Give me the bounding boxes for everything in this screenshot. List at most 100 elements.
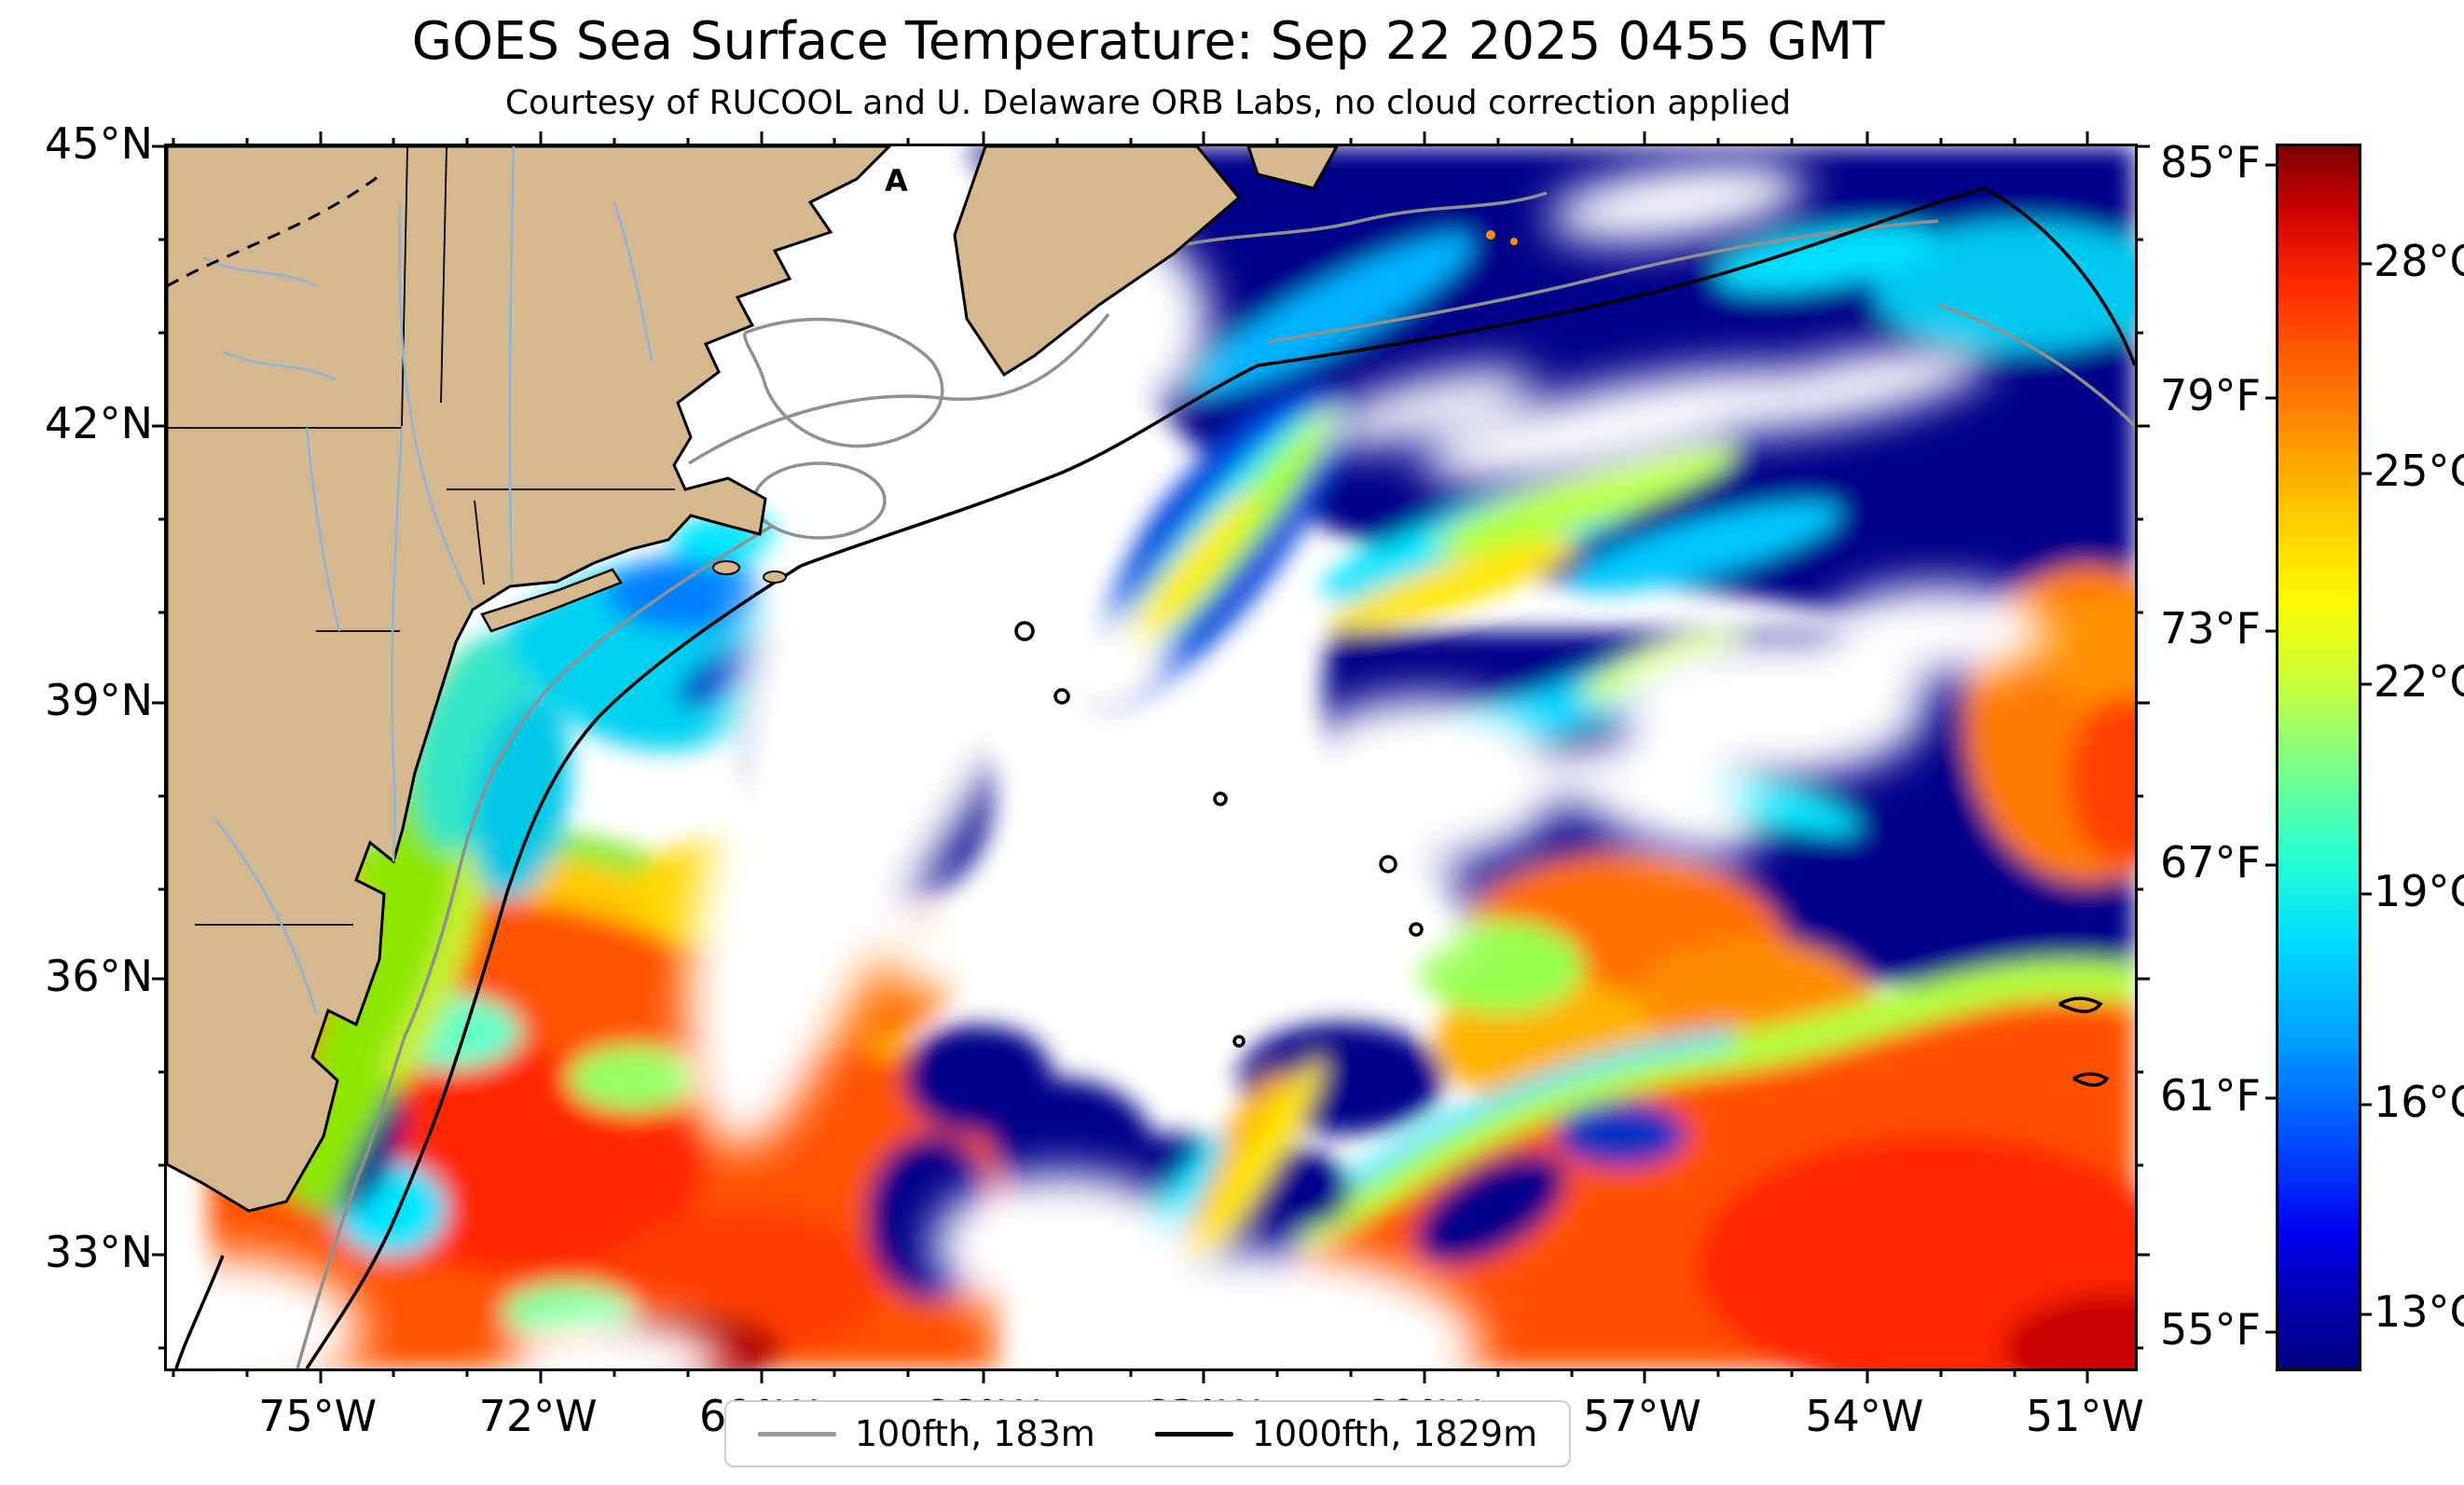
axis-tick [1055, 1368, 1059, 1377]
axis-tick [1570, 1368, 1574, 1377]
legend-item: 100fth, 183m [757, 1413, 1095, 1454]
legend-label: 100fth, 183m [854, 1413, 1095, 1454]
page-title: GOES Sea Surface Temperature: Sep 22 202… [411, 11, 1885, 72]
colorbar-celsius-tick-label: 25°C [2374, 446, 2464, 497]
axis-tick [392, 1368, 395, 1377]
axis-tick [2135, 1346, 2143, 1350]
x-tick-label: 75°W [258, 1391, 378, 1441]
axis-tick [1349, 1368, 1353, 1377]
x-tick-label: 54°W [1805, 1391, 1924, 1441]
colorbar-tick [2265, 163, 2278, 167]
legend-label: 1000fth, 1829m [1251, 1413, 1538, 1454]
nova-scotia [953, 146, 1242, 378]
axis-tick [158, 1163, 167, 1167]
axis-tick [2135, 611, 2143, 614]
axis-tick [1055, 138, 1059, 146]
axis-tick [760, 1368, 764, 1383]
buoy-dot [1486, 230, 1495, 240]
axis-tick [319, 131, 323, 146]
axis-tick [2135, 331, 2143, 335]
axis-tick [172, 138, 175, 146]
axis-tick [2135, 1070, 2143, 1074]
axis-tick [1496, 138, 1500, 146]
axis-tick [1129, 1368, 1133, 1377]
axis-tick [833, 1368, 836, 1377]
colorbar-tick [2265, 629, 2278, 633]
colorbar-celsius-tick-label: 28°C [2374, 235, 2464, 286]
axis-tick [1275, 138, 1279, 146]
y-tick-label: 42°N [45, 398, 153, 449]
colorbar-fahrenheit-labels: 85°F 79°F 73°F 67°F 61°F 55°F [2093, 137, 2261, 1366]
legend-item: 1000fth, 1829m [1154, 1413, 1538, 1454]
axis-tick [158, 517, 167, 521]
axis-tick [1349, 138, 1353, 146]
axis-tick [1865, 131, 1869, 146]
axis-tick [760, 131, 764, 146]
axis-tick [1423, 1368, 1426, 1383]
y-tick-label: 45°N [45, 118, 153, 169]
axis-tick [2013, 1368, 2017, 1377]
axis-tick [1643, 1368, 1646, 1383]
axis-tick [1496, 1368, 1500, 1377]
colorbar-fahrenheit-tick-label: 67°F [2160, 836, 2261, 887]
y-axis-labels: 45°N 42°N 39°N 36°N 33°N [0, 118, 153, 1366]
page-subtitle: Courtesy of RUCOOL and U. Delaware ORB L… [504, 84, 1792, 122]
x-tick-label: 57°W [1582, 1391, 1701, 1441]
axis-tick [245, 1368, 249, 1377]
y-tick-label: 36°N [45, 950, 153, 1001]
bathymetry-contour-1000fth [174, 186, 2135, 1368]
axis-tick [613, 1368, 616, 1377]
annotation-a: A [885, 163, 908, 199]
colorbar-celsius-tick-label: 16°C [2374, 1076, 2464, 1127]
colorbar-tick [2265, 396, 2278, 400]
axis-tick [1790, 138, 1794, 146]
axis-tick [2085, 131, 2089, 146]
axis-tick [465, 138, 469, 146]
axis-tick [1939, 1368, 1943, 1377]
long-island [480, 568, 623, 633]
axis-tick [172, 1368, 175, 1377]
axis-tick [539, 131, 543, 146]
axis-tick [613, 138, 616, 146]
axis-tick [2135, 887, 2143, 891]
axis-tick [2135, 701, 2150, 704]
axis-tick [158, 1346, 167, 1350]
axis-tick [1716, 1368, 1720, 1377]
axis-tick [2135, 238, 2143, 241]
axis-tick [158, 611, 167, 614]
axis-tick [1716, 138, 1720, 146]
colorbar-tick [2265, 1330, 2278, 1334]
axis-tick [392, 138, 395, 146]
axis-tick [152, 1253, 167, 1257]
axis-tick [1202, 131, 1205, 146]
buoy-dot [1510, 238, 1518, 245]
colorbar-fahrenheit-tick-label: 79°F [2160, 370, 2261, 421]
axis-tick [152, 144, 167, 148]
legend-line-swatch [757, 1431, 836, 1437]
axis-tick [2135, 794, 2143, 798]
colorbar-celsius-labels: 28°C 25°C 22°C 19°C 16°C 13°C [2374, 144, 2464, 1366]
axis-tick [1570, 138, 1574, 146]
axis-tick [686, 138, 690, 146]
colorbar-fahrenheit-tick-label: 85°F [2160, 136, 2261, 187]
colorbar-fahrenheit-tick-label: 55°F [2160, 1303, 2261, 1354]
colorbar-celsius-tick-label: 19°C [2374, 866, 2464, 917]
axis-tick [1202, 1368, 1205, 1383]
colorbar-tick [2359, 1103, 2372, 1107]
axis-tick [2135, 1163, 2143, 1167]
axis-tick [158, 794, 167, 798]
axis-tick [245, 138, 249, 146]
colorbar-tick [2359, 682, 2372, 686]
colorbar-tick [2359, 262, 2372, 266]
coastline [167, 146, 892, 1213]
axis-tick [686, 1368, 690, 1377]
axis-tick [158, 1070, 167, 1074]
axis-tick [1643, 131, 1646, 146]
axis-tick [152, 701, 167, 704]
axis-tick [2085, 1368, 2089, 1383]
axis-tick [982, 1368, 985, 1383]
colorbar-fahrenheit-tick-label: 73°F [2160, 603, 2261, 654]
cape-breton [1246, 146, 1339, 190]
axis-tick [1865, 1368, 1869, 1383]
axis-tick [465, 1368, 469, 1377]
